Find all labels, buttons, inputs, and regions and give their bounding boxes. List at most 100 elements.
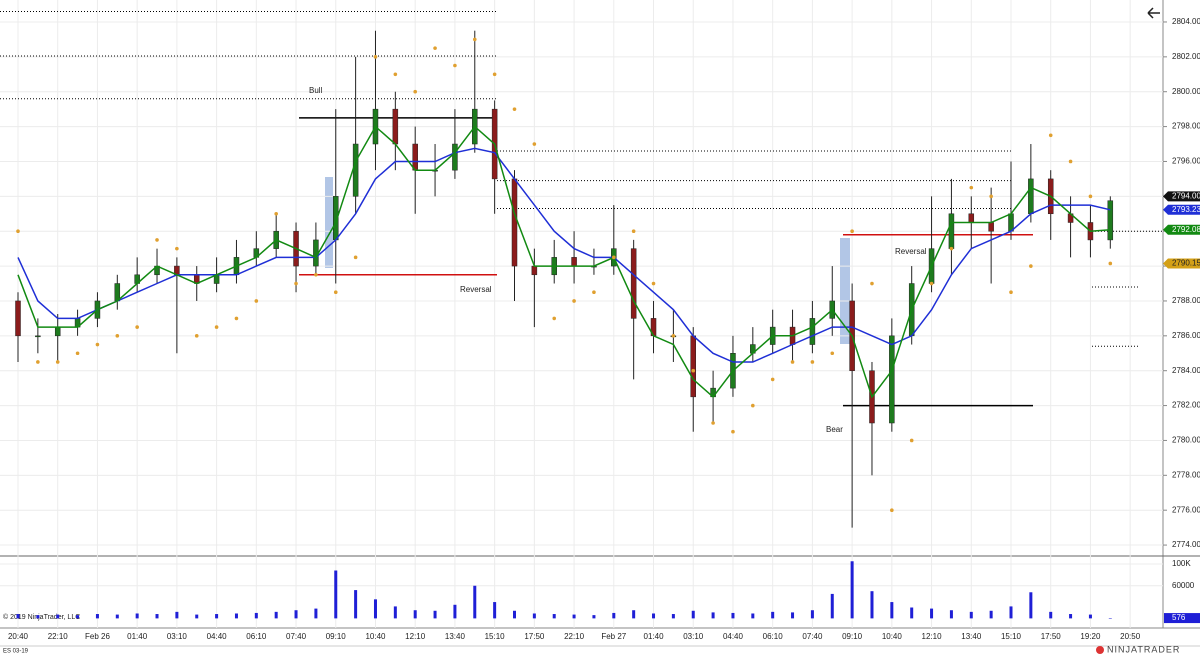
sar-dot (731, 429, 735, 434)
volume-bar (135, 613, 139, 619)
candle-body (392, 108, 399, 145)
volume-bar (473, 585, 477, 619)
volume-bar (671, 614, 675, 619)
sar-dot (433, 46, 437, 50)
sar-dot (333, 290, 338, 295)
sar-dot (393, 72, 398, 77)
volume-bar (254, 612, 258, 619)
sar-dot (790, 360, 795, 364)
volume-bar (155, 614, 159, 619)
volume-bar (1009, 606, 1013, 619)
volume-bar (215, 614, 219, 619)
volume-bar (969, 611, 973, 619)
volume-bar (850, 561, 854, 619)
y-tick-label: 2804.00 (1172, 17, 1200, 26)
price-marker-label: 2793.23 (1172, 205, 1200, 214)
price-marker (1163, 224, 1200, 235)
sar-dot (870, 281, 874, 286)
sar-dot (909, 438, 914, 443)
sar-dot (16, 229, 20, 234)
x-tick-label: 15:10 (485, 632, 506, 641)
sar-dot (135, 325, 139, 329)
y-tick-label: 2784.00 (1172, 366, 1200, 375)
volume-bar (592, 615, 596, 619)
sar-dot (75, 351, 80, 356)
volume-bar (493, 602, 497, 619)
y-tick-label: 2780.00 (1172, 436, 1200, 445)
sar-dot (969, 185, 974, 190)
sar-dot (1068, 159, 1073, 164)
annotation: Bull (309, 86, 323, 95)
candle-body (35, 335, 41, 338)
volume-bar (810, 610, 814, 619)
volume-bar (731, 612, 735, 619)
highlight (840, 238, 850, 344)
price-marker (1163, 258, 1200, 269)
volume-bar (1088, 614, 1092, 619)
x-tick-label: 04:40 (207, 632, 228, 641)
volume-bar (95, 614, 99, 619)
volume-bar (532, 613, 536, 619)
x-tick-label: 10:40 (365, 632, 386, 641)
volume-marker-label: 576 (1172, 613, 1186, 622)
price-marker-label: 2790.15 (1172, 259, 1200, 268)
volume-bar (56, 614, 60, 619)
volume-bar (552, 614, 556, 619)
sar-dot (890, 508, 894, 512)
y-tick-label: 2774.00 (1172, 540, 1200, 549)
volume-tick-label: 100K (1172, 559, 1191, 568)
volume-bar (830, 593, 834, 619)
volume-bar (1069, 614, 1073, 619)
sar-dot (592, 290, 596, 295)
x-tick-label: 15:10 (1001, 632, 1022, 641)
candle-body (809, 318, 816, 345)
volume-bar (791, 612, 795, 619)
x-tick-label: 13:40 (445, 632, 466, 641)
sar-dot (453, 63, 457, 68)
sar-dot (175, 246, 179, 251)
volume-tick-label: 60000 (1172, 581, 1195, 590)
volume-bar (354, 590, 358, 619)
sar-dot (413, 89, 418, 94)
volume-bar (413, 610, 417, 619)
sar-dot (194, 334, 199, 338)
x-tick-label: 10:40 (882, 632, 903, 641)
y-tick-label: 2776.00 (1172, 505, 1200, 514)
volume-marker (1164, 613, 1200, 624)
sar-dot (36, 360, 40, 364)
volume-bar (513, 610, 516, 619)
price-marker (1163, 204, 1200, 215)
sar-dot (1048, 133, 1053, 138)
candle-body (1008, 213, 1014, 232)
candle-body (571, 257, 577, 267)
instrument: ES 03-19 (3, 649, 29, 655)
logo-icon (1096, 646, 1104, 654)
back-arrow[interactable] (1147, 7, 1160, 19)
volume-bar (1108, 618, 1112, 619)
volume-bar (195, 614, 199, 619)
volume-bar (632, 610, 636, 619)
x-tick-label: 12:10 (405, 632, 426, 641)
x-tick-label: 17:50 (1041, 632, 1062, 641)
sar-dot (651, 281, 656, 286)
sar-dot (234, 316, 239, 321)
x-tick-label: 20:40 (8, 632, 29, 641)
y-tick-label: 2778.00 (1172, 470, 1200, 479)
x-tick-label: 20:50 (1120, 632, 1141, 641)
x-tick-label: 07:40 (802, 632, 823, 641)
x-tick-label: 06:10 (763, 632, 784, 641)
sar-dot (532, 142, 537, 146)
sar-dot (294, 281, 298, 286)
price-marker-label: 2794.00 (1172, 191, 1200, 200)
sar-dot (274, 211, 278, 216)
highlight (325, 177, 333, 268)
y-tick-label: 2782.00 (1172, 401, 1200, 410)
candle-body (690, 335, 696, 398)
volume-bar (234, 613, 238, 619)
volume-bar (76, 615, 80, 619)
volume-bar (453, 604, 457, 619)
sar-dot (353, 255, 358, 260)
x-tick-label: 06:10 (246, 632, 267, 641)
volume-bar (870, 591, 874, 619)
x-tick-label: 04:40 (723, 632, 744, 641)
